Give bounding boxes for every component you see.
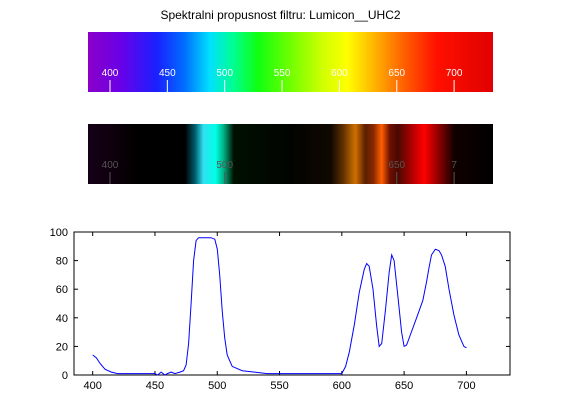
x-tick-label: 550 [270, 380, 288, 392]
x-tick-label: 600 [333, 380, 351, 392]
chart-title: Spektralni propusnost filtru: Lumicon__U… [160, 8, 401, 22]
y-tick-label: 100 [50, 227, 68, 239]
filtered-spectrum-ticks: 400 500 650 7 [102, 160, 457, 184]
x-tick-label: 650 [395, 380, 413, 392]
x-tick-label: 500 [208, 380, 226, 392]
y-tick-label: 60 [56, 284, 68, 296]
x-tick-label: 450 [146, 380, 164, 392]
spectrum-tick-label: 600 [331, 68, 348, 79]
spectrum-tick-label: 700 [446, 68, 463, 79]
filtered-tick-label: 650 [388, 160, 405, 171]
filtered-tick-label: 500 [216, 160, 233, 171]
x-axis-ticks: 400 450 500 550 600 650 700 [84, 232, 476, 392]
spectrum-tick-label: 400 [102, 68, 119, 79]
y-tick-label: 0 [62, 370, 68, 382]
y-axis-ticks: 0 20 40 60 80 100 [50, 227, 510, 382]
spectrum-tick-label: 500 [216, 68, 233, 79]
plot-axes-box [73, 231, 511, 376]
spectrum-tick-label: 650 [388, 68, 405, 79]
spectrum-tick-label: 450 [159, 68, 176, 79]
x-tick-label: 700 [457, 380, 475, 392]
spectrum-strip: 400 450 500 550 600 650 700 [88, 32, 493, 92]
spectrum-tick-label: 550 [274, 68, 291, 79]
spectrum-ticks: 400 450 500 550 600 650 700 [102, 68, 463, 92]
filtered-tick-label: 7 [451, 160, 457, 171]
transmission-line [92, 237, 467, 376]
y-tick-label: 40 [56, 313, 68, 325]
y-tick-label: 20 [56, 341, 68, 353]
transmission-plot: 400 450 500 550 600 650 700 0 20 40 60 80 100 [50, 227, 511, 392]
y-tick-label: 80 [56, 256, 68, 268]
filtered-spectrum-strip: 400 500 650 7 [88, 124, 493, 184]
filtered-tick-label: 400 [102, 160, 119, 171]
spectrum-gradient [88, 32, 493, 92]
x-tick-label: 400 [84, 380, 102, 392]
filtered-spectrum-gradient [88, 124, 493, 184]
